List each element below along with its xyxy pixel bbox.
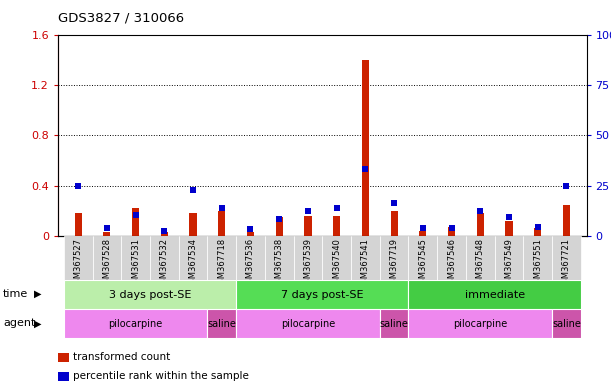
Bar [189,214,197,236]
Text: GSM367536: GSM367536 [246,238,255,290]
Bar [409,309,552,338]
Point [504,214,514,220]
Bar [524,236,552,280]
Bar [333,216,340,236]
Bar [64,309,207,338]
Text: GSM367538: GSM367538 [275,238,284,290]
Text: GSM367548: GSM367548 [476,238,485,290]
Bar [161,232,168,236]
Bar [552,309,581,338]
Bar [64,280,236,309]
Text: saline: saline [552,318,581,329]
Bar [276,217,283,236]
Bar [132,209,139,236]
Bar [304,216,312,236]
Bar [236,280,409,309]
Point [418,225,428,231]
Bar [477,214,484,236]
Text: GSM367551: GSM367551 [533,238,542,289]
Bar [218,211,225,236]
Point [102,225,112,231]
Bar [495,236,524,280]
Point [188,187,198,193]
Point [131,212,141,218]
Bar [534,228,541,236]
Text: ▶: ▶ [34,318,41,328]
Bar [75,214,82,236]
Text: pilocarpine: pilocarpine [281,318,335,329]
Point [274,215,284,222]
Bar [207,236,236,280]
Bar [236,309,380,338]
Bar [419,231,426,236]
Point [159,228,169,234]
Bar [178,236,207,280]
Text: GSM367540: GSM367540 [332,238,341,289]
Text: GDS3827 / 310066: GDS3827 / 310066 [58,12,184,25]
Text: GSM367549: GSM367549 [505,238,513,289]
Text: GSM367541: GSM367541 [361,238,370,289]
Bar [150,236,178,280]
Text: ▶: ▶ [34,289,41,299]
Bar [247,232,254,236]
Bar [265,236,293,280]
Text: immediate: immediate [464,290,525,300]
Text: GSM367539: GSM367539 [304,238,312,290]
Bar [351,236,380,280]
Bar [323,236,351,280]
Text: GSM367718: GSM367718 [218,238,226,290]
Point [217,205,227,212]
Bar [92,236,121,280]
Bar [409,236,437,280]
Text: GSM367546: GSM367546 [447,238,456,290]
Point [73,183,83,189]
Point [332,205,342,212]
Text: 7 days post-SE: 7 days post-SE [281,290,364,300]
Bar [103,232,111,236]
Text: GSM367534: GSM367534 [189,238,197,290]
Text: time: time [3,289,28,299]
Bar [409,280,581,309]
Text: GSM367719: GSM367719 [390,238,398,290]
Text: GSM367531: GSM367531 [131,238,140,290]
Bar [362,60,369,236]
Text: agent: agent [3,318,35,328]
Text: saline: saline [379,318,409,329]
Text: percentile rank within the sample: percentile rank within the sample [73,371,249,381]
Bar [64,236,92,280]
Bar [390,211,398,236]
Text: GSM367532: GSM367532 [160,238,169,290]
Text: pilocarpine: pilocarpine [109,318,163,329]
Bar [437,236,466,280]
Point [246,226,255,232]
Bar [207,309,236,338]
Text: GSM367721: GSM367721 [562,238,571,290]
Bar [121,236,150,280]
Point [447,225,456,231]
Bar [380,236,409,280]
Text: transformed count: transformed count [73,352,170,362]
Text: GSM367527: GSM367527 [74,238,82,290]
Bar [505,221,513,236]
Point [389,200,399,207]
Point [303,208,313,214]
Bar [448,227,455,236]
Text: GSM367545: GSM367545 [419,238,427,289]
Text: pilocarpine: pilocarpine [453,318,507,329]
Point [360,166,370,172]
Bar [552,236,581,280]
Point [562,183,571,189]
Text: GSM367528: GSM367528 [103,238,111,290]
Bar [466,236,495,280]
Point [533,223,543,230]
Bar [236,236,265,280]
Point [475,208,485,214]
Text: saline: saline [207,318,236,329]
Bar [563,205,570,236]
Bar [380,309,409,338]
Bar [293,236,323,280]
Text: 3 days post-SE: 3 days post-SE [109,290,191,300]
